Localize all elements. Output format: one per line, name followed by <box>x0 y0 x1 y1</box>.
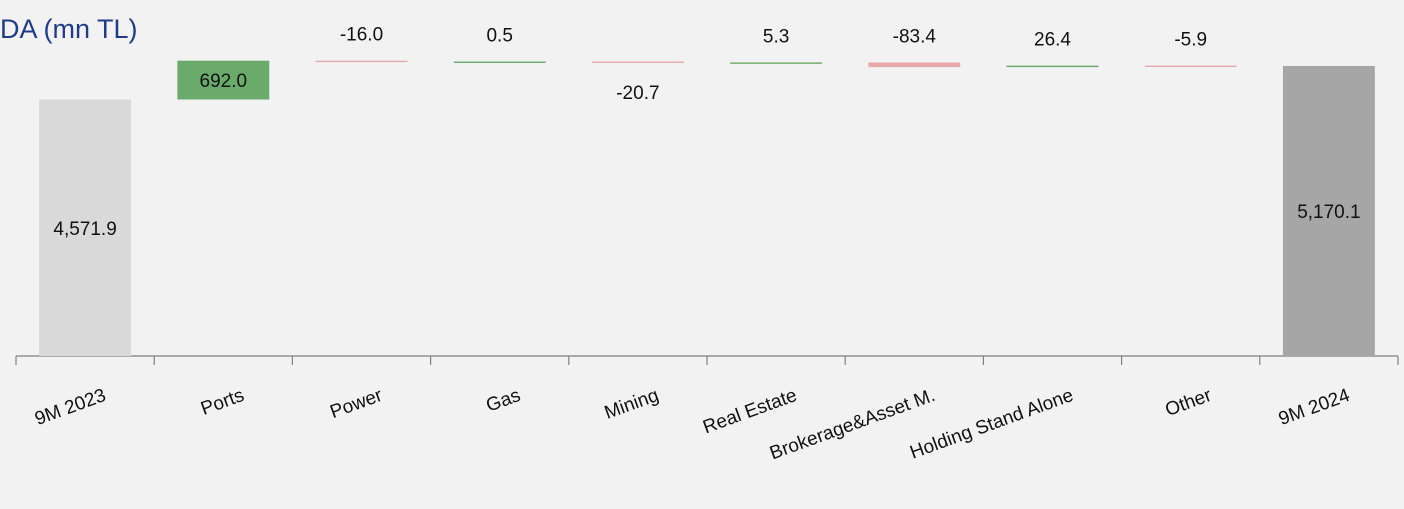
bar-mining <box>591 61 684 63</box>
chart-title: DA (mn TL) <box>0 14 138 44</box>
bar-power <box>315 60 408 63</box>
category-label: Mining <box>602 385 662 424</box>
category-label: Real Estate <box>700 385 799 438</box>
bar-ports <box>177 60 270 100</box>
category-label: 9M 2023 <box>32 385 109 430</box>
category-label: Ports <box>198 385 247 420</box>
value-label: 692.0 <box>200 71 248 92</box>
bar-gas <box>453 61 546 63</box>
value-label: 5,170.1 <box>1297 202 1360 223</box>
bar-brokerage-asset-m- <box>868 62 961 68</box>
category-label: Power <box>327 385 385 423</box>
category-label: 9M 2024 <box>1276 385 1353 430</box>
bar-9m-2023 <box>39 99 132 356</box>
category-label: Other <box>1163 385 1215 421</box>
bar-9m-2024 <box>1282 65 1375 356</box>
value-label: -83.4 <box>893 26 937 47</box>
value-label: 5.3 <box>763 26 789 47</box>
value-label: 26.4 <box>1034 30 1071 51</box>
value-label: 0.5 <box>486 26 512 47</box>
bar-holding-stand-alone <box>1006 65 1099 68</box>
value-label: -16.0 <box>340 25 383 46</box>
category-label: Gas <box>483 385 523 417</box>
bar-real-estate <box>730 62 823 64</box>
value-label: -5.9 <box>1174 30 1207 51</box>
bar-other <box>1144 65 1237 68</box>
value-label: 4,571.9 <box>53 219 116 240</box>
value-label: -20.7 <box>616 83 659 104</box>
